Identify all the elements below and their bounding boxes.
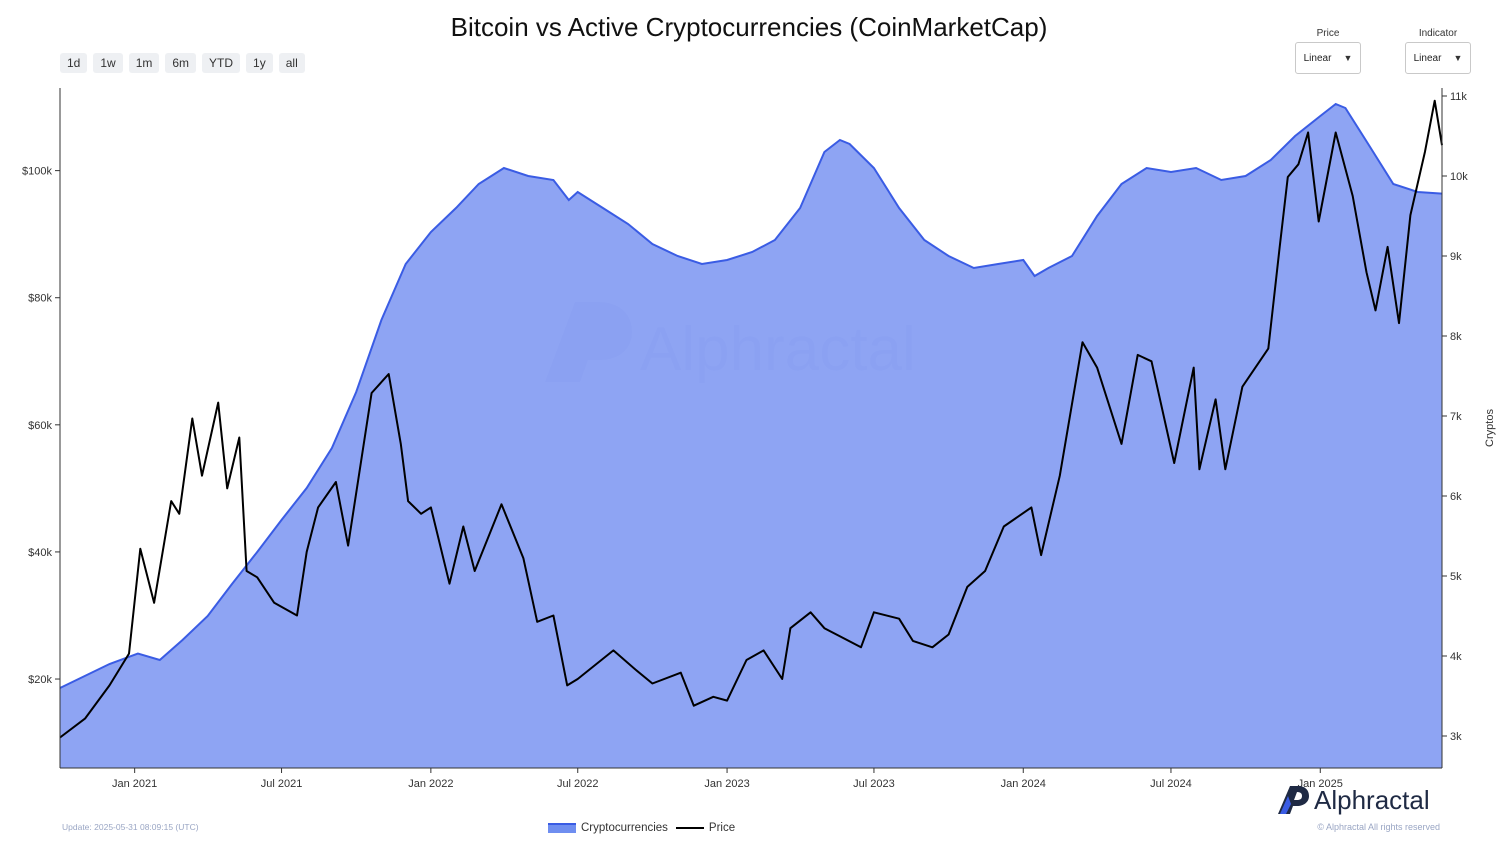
price-scale-label: Price <box>1316 28 1340 39</box>
update-timestamp: Update: 2025-05-31 08:09:15 (UTC) <box>62 822 199 832</box>
legend: Cryptocurrencies Price <box>548 822 735 834</box>
x-tick-label: Jan 2022 <box>408 778 453 790</box>
y-right-tick-label: 3k <box>1450 731 1462 743</box>
cryptocurrencies-line <box>59 102 1443 689</box>
y-right-tick-label: 10k <box>1450 171 1468 183</box>
range-all-button[interactable]: all <box>278 53 305 73</box>
copyright-text: © Alphractal All rights reserved <box>1317 822 1440 832</box>
price-scale-dropdown[interactable]: Linear ▼ <box>1295 42 1361 74</box>
range-ytd-button[interactable]: YTD <box>202 53 241 73</box>
legend-area-swatch <box>548 823 576 833</box>
legend-item-price[interactable]: Price <box>675 822 736 834</box>
range-1d-button[interactable]: 1d <box>60 53 88 73</box>
x-tick-label: Jan 2025 <box>1298 778 1343 790</box>
x-tick-label: Jan 2021 <box>112 778 157 790</box>
y-right-tick-label: 11k <box>1450 91 1467 103</box>
y-right-tick-label: 8k <box>1450 331 1462 343</box>
brand-logo[interactable]: Alphractal <box>1276 784 1430 816</box>
x-tick-label: Jan 2024 <box>1001 778 1046 790</box>
indicator-scale-label: Indicator <box>1418 28 1458 39</box>
y-right-tick-label: 4k <box>1450 651 1462 663</box>
price-line <box>59 99 1443 739</box>
indicator-scale-selector: Indicator Linear ▼ <box>1405 28 1471 74</box>
brand-name: Alphractal <box>1314 784 1430 815</box>
chevron-down-icon: ▼ <box>1453 53 1463 63</box>
y-right-axis-label: Cryptos <box>1484 409 1496 447</box>
y-left-tick-label: $60k <box>28 420 52 432</box>
chart-title: Bitcoin vs Active Cryptocurrencies (Coin… <box>450 12 1048 42</box>
legend-item-cryptocurrencies[interactable]: Cryptocurrencies <box>548 822 668 834</box>
cryptocurrencies-area <box>60 104 1442 768</box>
range-1w-button[interactable]: 1w <box>93 53 123 73</box>
x-tick-label: Jul 2024 <box>1150 778 1192 790</box>
x-tick-label: Jul 2023 <box>853 778 895 790</box>
range-6m-button[interactable]: 6m <box>165 53 197 73</box>
y-right-tick-label: 9k <box>1450 251 1462 263</box>
y-left-tick-label: $100k <box>22 166 52 178</box>
y-left-tick-label: $80k <box>28 293 52 305</box>
range-buttons: 1d 1w 1m 6m YTD 1y all <box>60 53 305 73</box>
alphractal-logo-icon <box>1278 786 1309 814</box>
price-scale-selector: Price Linear ▼ <box>1295 28 1361 74</box>
legend-label-price: Price <box>708 822 736 834</box>
indicator-scale-value: Linear <box>1413 52 1442 64</box>
x-tick-label: Jul 2021 <box>261 778 303 790</box>
y-right-tick-label: 5k <box>1450 571 1462 583</box>
y-left-tick-label: $20k <box>28 674 52 686</box>
range-1y-button[interactable]: 1y <box>246 53 273 73</box>
range-1m-button[interactable]: 1m <box>128 53 160 73</box>
y-left-tick-label: $40k <box>28 547 52 559</box>
y-right-tick-label: 6k <box>1450 491 1462 503</box>
indicator-scale-dropdown[interactable]: Linear ▼ <box>1405 42 1471 74</box>
y-right-tick-label: 7k <box>1450 411 1462 423</box>
legend-label-cryptocurrencies: Cryptocurrencies <box>581 822 668 834</box>
x-tick-label: Jan 2023 <box>704 778 749 790</box>
x-tick-label: Jul 2022 <box>557 778 599 790</box>
legend-line-swatch <box>675 827 704 829</box>
price-scale-value: Linear <box>1303 52 1332 64</box>
chevron-down-icon: ▼ <box>1343 53 1353 63</box>
